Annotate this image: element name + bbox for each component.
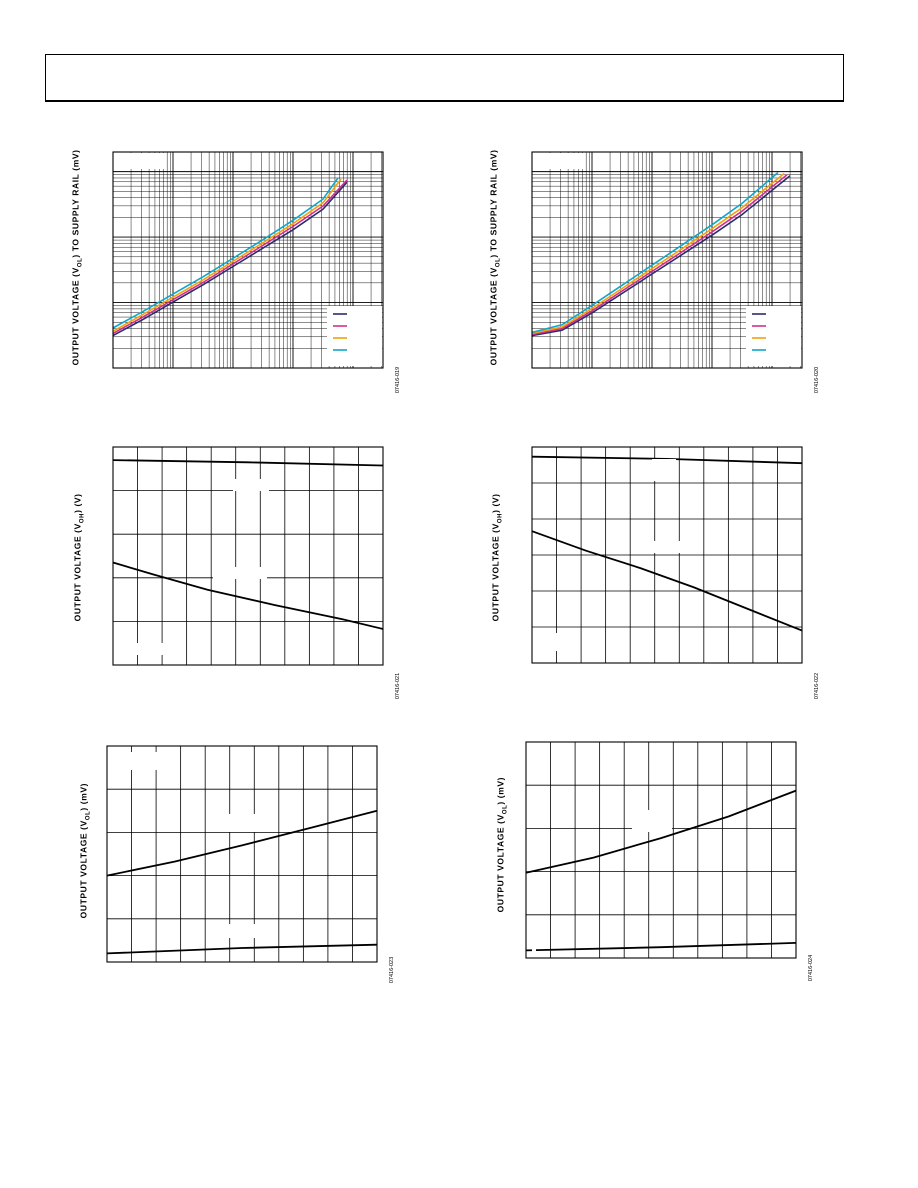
plot-frame [106, 745, 378, 963]
chart-plot-3 [112, 446, 384, 666]
legend-box [746, 306, 801, 366]
series-line [112, 177, 339, 329]
plot-frame [112, 446, 384, 666]
series-group [112, 459, 384, 630]
figure-id: 07416-023 [389, 956, 395, 984]
label-patch [213, 567, 267, 579]
label-patch [127, 752, 163, 770]
series-line [112, 181, 348, 337]
y-axis-label: OUTPUT VOLTAGE (VOL) (mV) [78, 782, 92, 919]
label-patch [233, 479, 269, 491]
series-line [112, 459, 384, 467]
series-group [525, 789, 797, 952]
label-patch [135, 643, 169, 655]
figure-id: 07416-021 [395, 672, 401, 700]
series-line [112, 178, 342, 332]
label-patch [632, 541, 684, 553]
chart-plot-2 [531, 151, 803, 369]
label-patch [219, 814, 259, 832]
label-patch [544, 752, 550, 774]
label-patch [532, 942, 536, 952]
series-line [531, 174, 788, 336]
series-line [525, 942, 797, 952]
plot-frame [112, 151, 384, 369]
series-line [531, 171, 779, 334]
chart-plot-5 [106, 745, 378, 963]
figure-id: 07416-019 [395, 366, 401, 394]
grid-lines [107, 746, 377, 962]
figure-id: 07416-024 [808, 954, 814, 982]
y-axis-label: OUTPUT VOLTAGE (VOH) (V) [72, 493, 86, 622]
plot-frame [525, 741, 797, 959]
series-line [106, 809, 378, 877]
label-patch [223, 924, 259, 938]
label-patch [533, 153, 585, 169]
chart-plot-4 [531, 446, 803, 664]
series-line [112, 561, 384, 630]
legend [746, 306, 801, 366]
label-patch [114, 153, 166, 169]
figure-id: 07416-020 [814, 366, 820, 394]
series-group [531, 455, 803, 632]
figure-id: 07416-022 [814, 672, 820, 700]
grid-lines [526, 742, 796, 958]
chart-plot-1 [112, 151, 384, 369]
series-group [531, 171, 791, 337]
page-header-box [45, 54, 844, 102]
series-line [106, 943, 378, 955]
series-line [525, 789, 797, 874]
y-axis-label: OUTPUT VOLTAGE (VOL) (mV) [495, 776, 509, 913]
series-line [531, 455, 803, 465]
y-axis-label: OUTPUT VOLTAGE (VOL) TO SUPPLY RAIL (mV) [488, 149, 502, 366]
series-line [531, 175, 791, 337]
plot-frame [531, 151, 803, 369]
legend-box [327, 306, 382, 366]
y-axis-label: OUTPUT VOLTAGE (VOL) TO SUPPLY RAIL (mV) [70, 149, 84, 366]
y-axis-label: OUTPUT VOLTAGE (VOH) (V) [490, 493, 504, 622]
label-patch [552, 633, 566, 651]
label-patch [652, 459, 676, 481]
legend [327, 306, 382, 366]
label-patch [632, 810, 672, 832]
grid-lines [532, 447, 802, 663]
series-group [112, 177, 348, 337]
chart-plot-6 [525, 741, 797, 959]
plot-frame [531, 446, 803, 664]
series-line [112, 179, 348, 335]
series-line [531, 172, 785, 335]
series-group [106, 809, 378, 955]
series-line [531, 530, 803, 632]
